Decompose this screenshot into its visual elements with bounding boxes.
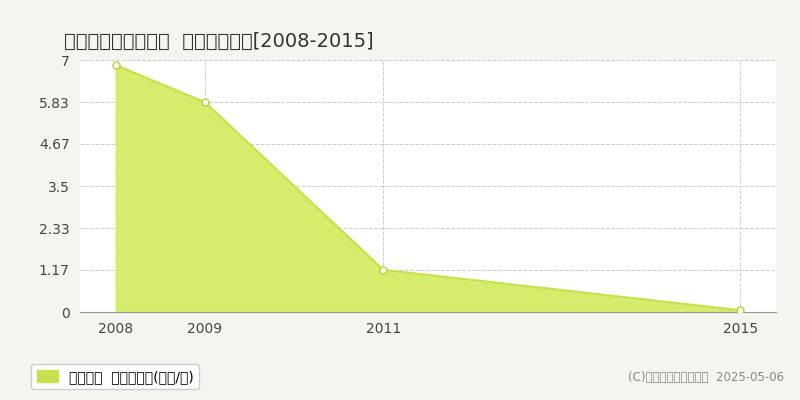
Text: 佐用郡佐用町口金近  土地価格推移[2008-2015]: 佐用郡佐用町口金近 土地価格推移[2008-2015] bbox=[64, 32, 374, 51]
Legend: 土地価格  平均坪単価(万円/坪): 土地価格 平均坪単価(万円/坪) bbox=[31, 364, 199, 390]
Text: (C)土地価格ドットコム  2025-05-06: (C)土地価格ドットコム 2025-05-06 bbox=[628, 371, 784, 384]
